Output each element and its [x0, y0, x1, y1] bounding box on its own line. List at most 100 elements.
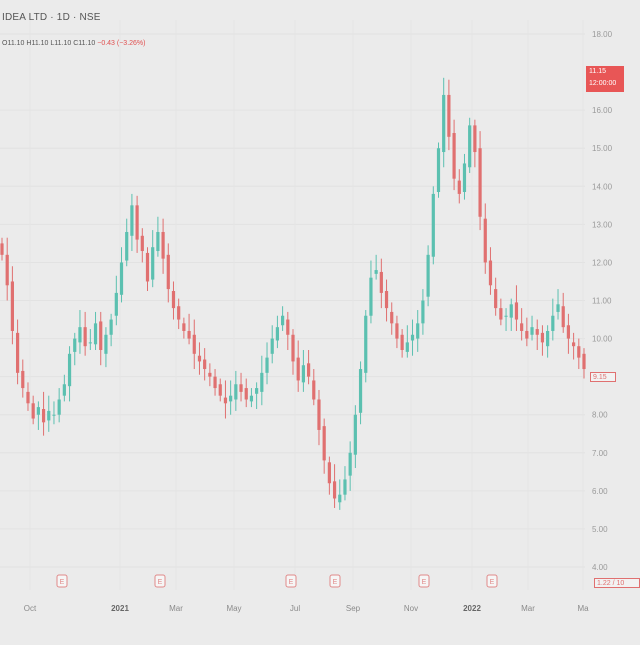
x-tick-label: Mar — [521, 604, 535, 613]
candle — [5, 237, 9, 301]
candle — [426, 245, 430, 307]
candle — [494, 277, 498, 316]
candle — [410, 319, 415, 356]
earnings-marker[interactable]: E — [154, 574, 166, 588]
candle — [26, 382, 30, 411]
y-tick-label: 8.00 — [592, 411, 608, 420]
candle — [119, 247, 124, 303]
y-tick-label: 11.00 — [592, 297, 612, 306]
y-tick-label: 13.00 — [592, 220, 613, 229]
candle — [384, 279, 389, 322]
candle — [62, 374, 66, 402]
candle — [338, 479, 342, 510]
y-tick-label: 14.00 — [592, 182, 613, 191]
candle — [239, 372, 243, 402]
candle — [93, 311, 98, 351]
candle — [488, 247, 493, 295]
candle — [41, 391, 46, 436]
bar-countdown: 12:00:00 — [589, 80, 617, 87]
candle — [161, 218, 165, 274]
candle — [473, 119, 477, 168]
candle — [400, 329, 404, 358]
price-axis[interactable]: 18.00 16.00 15.00 14.00 13.00 12.00 11.00 10.00… — [592, 30, 613, 572]
y-tick-label: 4.00 — [592, 563, 608, 572]
candle — [182, 317, 186, 339]
time-axis[interactable]: Oct 2021 Mar May Jul Sep Nov 2022 Mar Ma — [24, 604, 589, 613]
earnings-marker[interactable]: E — [486, 574, 498, 588]
candle — [327, 456, 331, 495]
candle — [52, 401, 56, 425]
candle — [348, 441, 352, 491]
candle — [431, 186, 435, 265]
candle — [145, 247, 150, 291]
x-tick-label: May — [226, 604, 241, 613]
symbol-title[interactable]: IDEA LTD · 1D · NSE — [2, 12, 101, 23]
candle — [281, 306, 285, 331]
candle — [530, 315, 534, 341]
candle — [234, 370, 238, 411]
candle — [561, 292, 565, 333]
candle — [135, 195, 139, 253]
candle — [504, 308, 508, 331]
earnings-marker[interactable]: E — [329, 574, 341, 588]
candle — [177, 298, 181, 330]
ohlc-values: O11.10 H11.10 L11.10 C11.10 — [2, 40, 96, 47]
candle — [566, 313, 571, 354]
candle — [312, 369, 316, 406]
ohlc-readout: O11.10 H11.10 L11.10 C11.10 −0.43 (−3.26… — [2, 40, 146, 47]
x-tick-label: Nov — [404, 604, 418, 613]
candle — [358, 361, 363, 425]
candle — [130, 193, 134, 252]
candle — [452, 119, 456, 191]
svg-text:E: E — [422, 579, 427, 586]
candle — [540, 325, 545, 356]
candle — [582, 348, 586, 379]
candle — [556, 289, 560, 320]
candle — [275, 315, 280, 349]
candle — [483, 203, 487, 274]
candle — [296, 340, 300, 392]
candle — [405, 325, 409, 358]
candle — [187, 313, 191, 345]
x-tick-label: Mar — [169, 604, 183, 613]
x-tick-label: Jul — [290, 604, 300, 613]
candle — [218, 378, 222, 402]
candle — [197, 342, 202, 375]
candle — [395, 315, 399, 349]
candle — [369, 260, 373, 324]
candle — [213, 369, 217, 396]
x-tick-label: Sep — [346, 604, 361, 613]
last-price-tag: 9.15 — [590, 372, 616, 382]
x-tick-label: 2021 — [111, 604, 129, 613]
candle — [166, 243, 170, 303]
y-tick-label: 10.00 — [592, 335, 613, 344]
candle — [260, 355, 264, 406]
candle — [525, 317, 529, 347]
candle — [364, 310, 368, 383]
earnings-marker[interactable]: E — [56, 574, 68, 588]
candle — [301, 350, 305, 392]
candle — [436, 142, 441, 198]
candle — [47, 395, 51, 432]
candle — [468, 117, 472, 173]
candle — [171, 281, 176, 320]
candle — [509, 298, 513, 331]
candle — [78, 310, 82, 354]
candle — [447, 79, 451, 151]
candle — [0, 237, 4, 261]
candle — [208, 363, 212, 387]
earnings-marker[interactable]: E — [285, 574, 297, 588]
candle — [67, 346, 72, 402]
candle — [88, 329, 92, 351]
candle — [499, 298, 503, 326]
candle — [140, 228, 144, 263]
candle — [442, 77, 446, 168]
range-tag: 1.22 / 10 — [594, 578, 640, 588]
candle — [15, 319, 20, 385]
earnings-marker[interactable]: E — [418, 574, 430, 588]
candle — [577, 338, 581, 370]
y-tick-label: 7.00 — [592, 449, 608, 458]
